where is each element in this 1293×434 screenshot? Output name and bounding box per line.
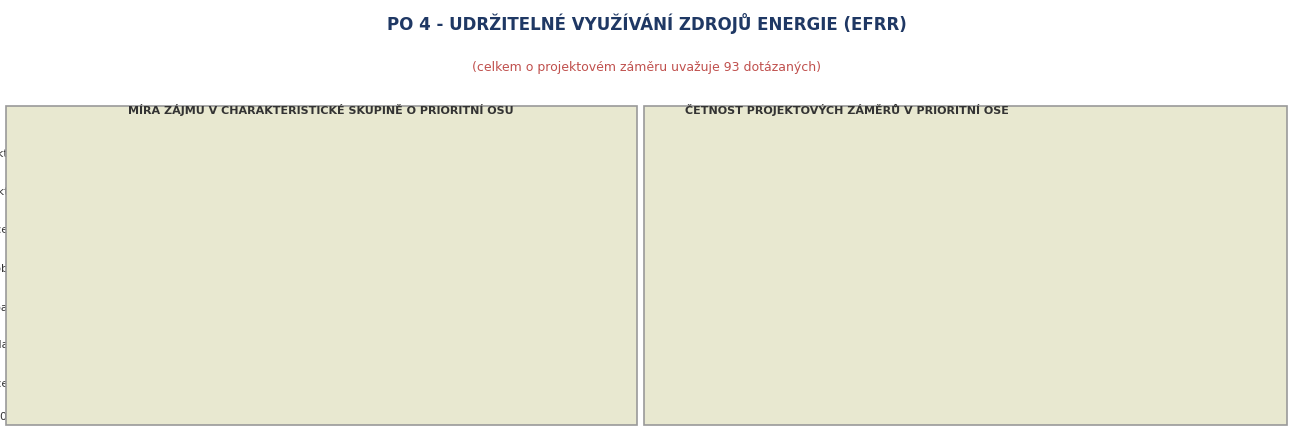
Wedge shape [771, 143, 966, 386]
Bar [1041, 158, 1065, 174]
Text: 0,0%: 0,0% [687, 157, 741, 191]
Bar [13, 179, 453, 202]
Wedge shape [721, 201, 843, 362]
Bar [13, 370, 247, 393]
Bar [13, 217, 57, 240]
Text: 5,4%: 5,4% [804, 184, 835, 194]
Text: 60,2%: 60,2% [900, 285, 939, 294]
Text: 11,2%: 11,2% [464, 147, 503, 157]
Text: Nestátní nezisková organizace: Nestátní nezisková organizace [1077, 202, 1236, 212]
Bar [1041, 281, 1065, 297]
Wedge shape [787, 145, 843, 265]
Text: 5,3%: 5,3% [231, 339, 261, 349]
Text: ČETNOST PROJEKTOVÝCH ZÁMĚRŮ V PRIORITNÍ OSE: ČETNOST PROJEKTOVÝCH ZÁMĚRŮ V PRIORITNÍ … [685, 104, 1009, 116]
Text: 6,5%: 6,5% [278, 300, 309, 310]
Bar [13, 332, 222, 355]
Bar [1041, 322, 1065, 339]
Text: 1,1%: 1,1% [65, 224, 96, 233]
Bar [13, 294, 270, 317]
Text: Sdružení fyzických nebo
právnických osob: Sdružení fyzických nebo právnických osob [1077, 236, 1204, 260]
Wedge shape [828, 143, 844, 265]
Text: 1,1%: 1,1% [702, 175, 732, 185]
Text: Veřejná výzkumná instituce: Veřejná výzkumná instituce [1077, 365, 1221, 377]
Text: 11,1%: 11,1% [460, 185, 499, 195]
Text: 0,0%: 0,0% [21, 262, 52, 272]
Bar [1041, 240, 1065, 256]
Text: (celkem o projektovém záměru uvažuje 93 dotázaných): (celkem o projektovém záměru uvažuje 93 … [472, 61, 821, 74]
Text: PO 4 - UDRŽITELNÉ VYUŽÍVÁNÍ ZDROJŮ ENERGIE (EFRR): PO 4 - UDRŽITELNÉ VYUŽÍVÁNÍ ZDROJŮ ENERG… [387, 13, 906, 34]
Bar [1041, 363, 1065, 379]
Text: 5,9%: 5,9% [255, 377, 286, 387]
Wedge shape [745, 157, 843, 265]
Text: Podnikatelský subjekt: Podnikatelský subjekt [1077, 119, 1190, 131]
Bar [1041, 199, 1065, 215]
Bar [1041, 117, 1065, 133]
Wedge shape [745, 194, 843, 265]
Text: MÍRA ZÁJMU V CHARAKTERISTICKÉ SKUPINĚ O PRIORITNÍ OSU: MÍRA ZÁJMU V CHARAKTERISTICKÉ SKUPINĚ O … [128, 104, 513, 116]
Bar [13, 141, 456, 164]
Text: Veřejná vysoká škola: Veřejná vysoká škola [1077, 325, 1186, 335]
Text: Veřejnoprávní subjekt: Veřejnoprávní subjekt [1077, 161, 1191, 171]
Text: Školská právnická osoba: Školská právnická osoba [1077, 283, 1205, 295]
Wedge shape [740, 194, 843, 265]
Text: 23,7%: 23,7% [746, 275, 785, 285]
Text: 2,2%: 2,2% [818, 108, 848, 118]
Text: 7,5%: 7,5% [777, 200, 807, 210]
